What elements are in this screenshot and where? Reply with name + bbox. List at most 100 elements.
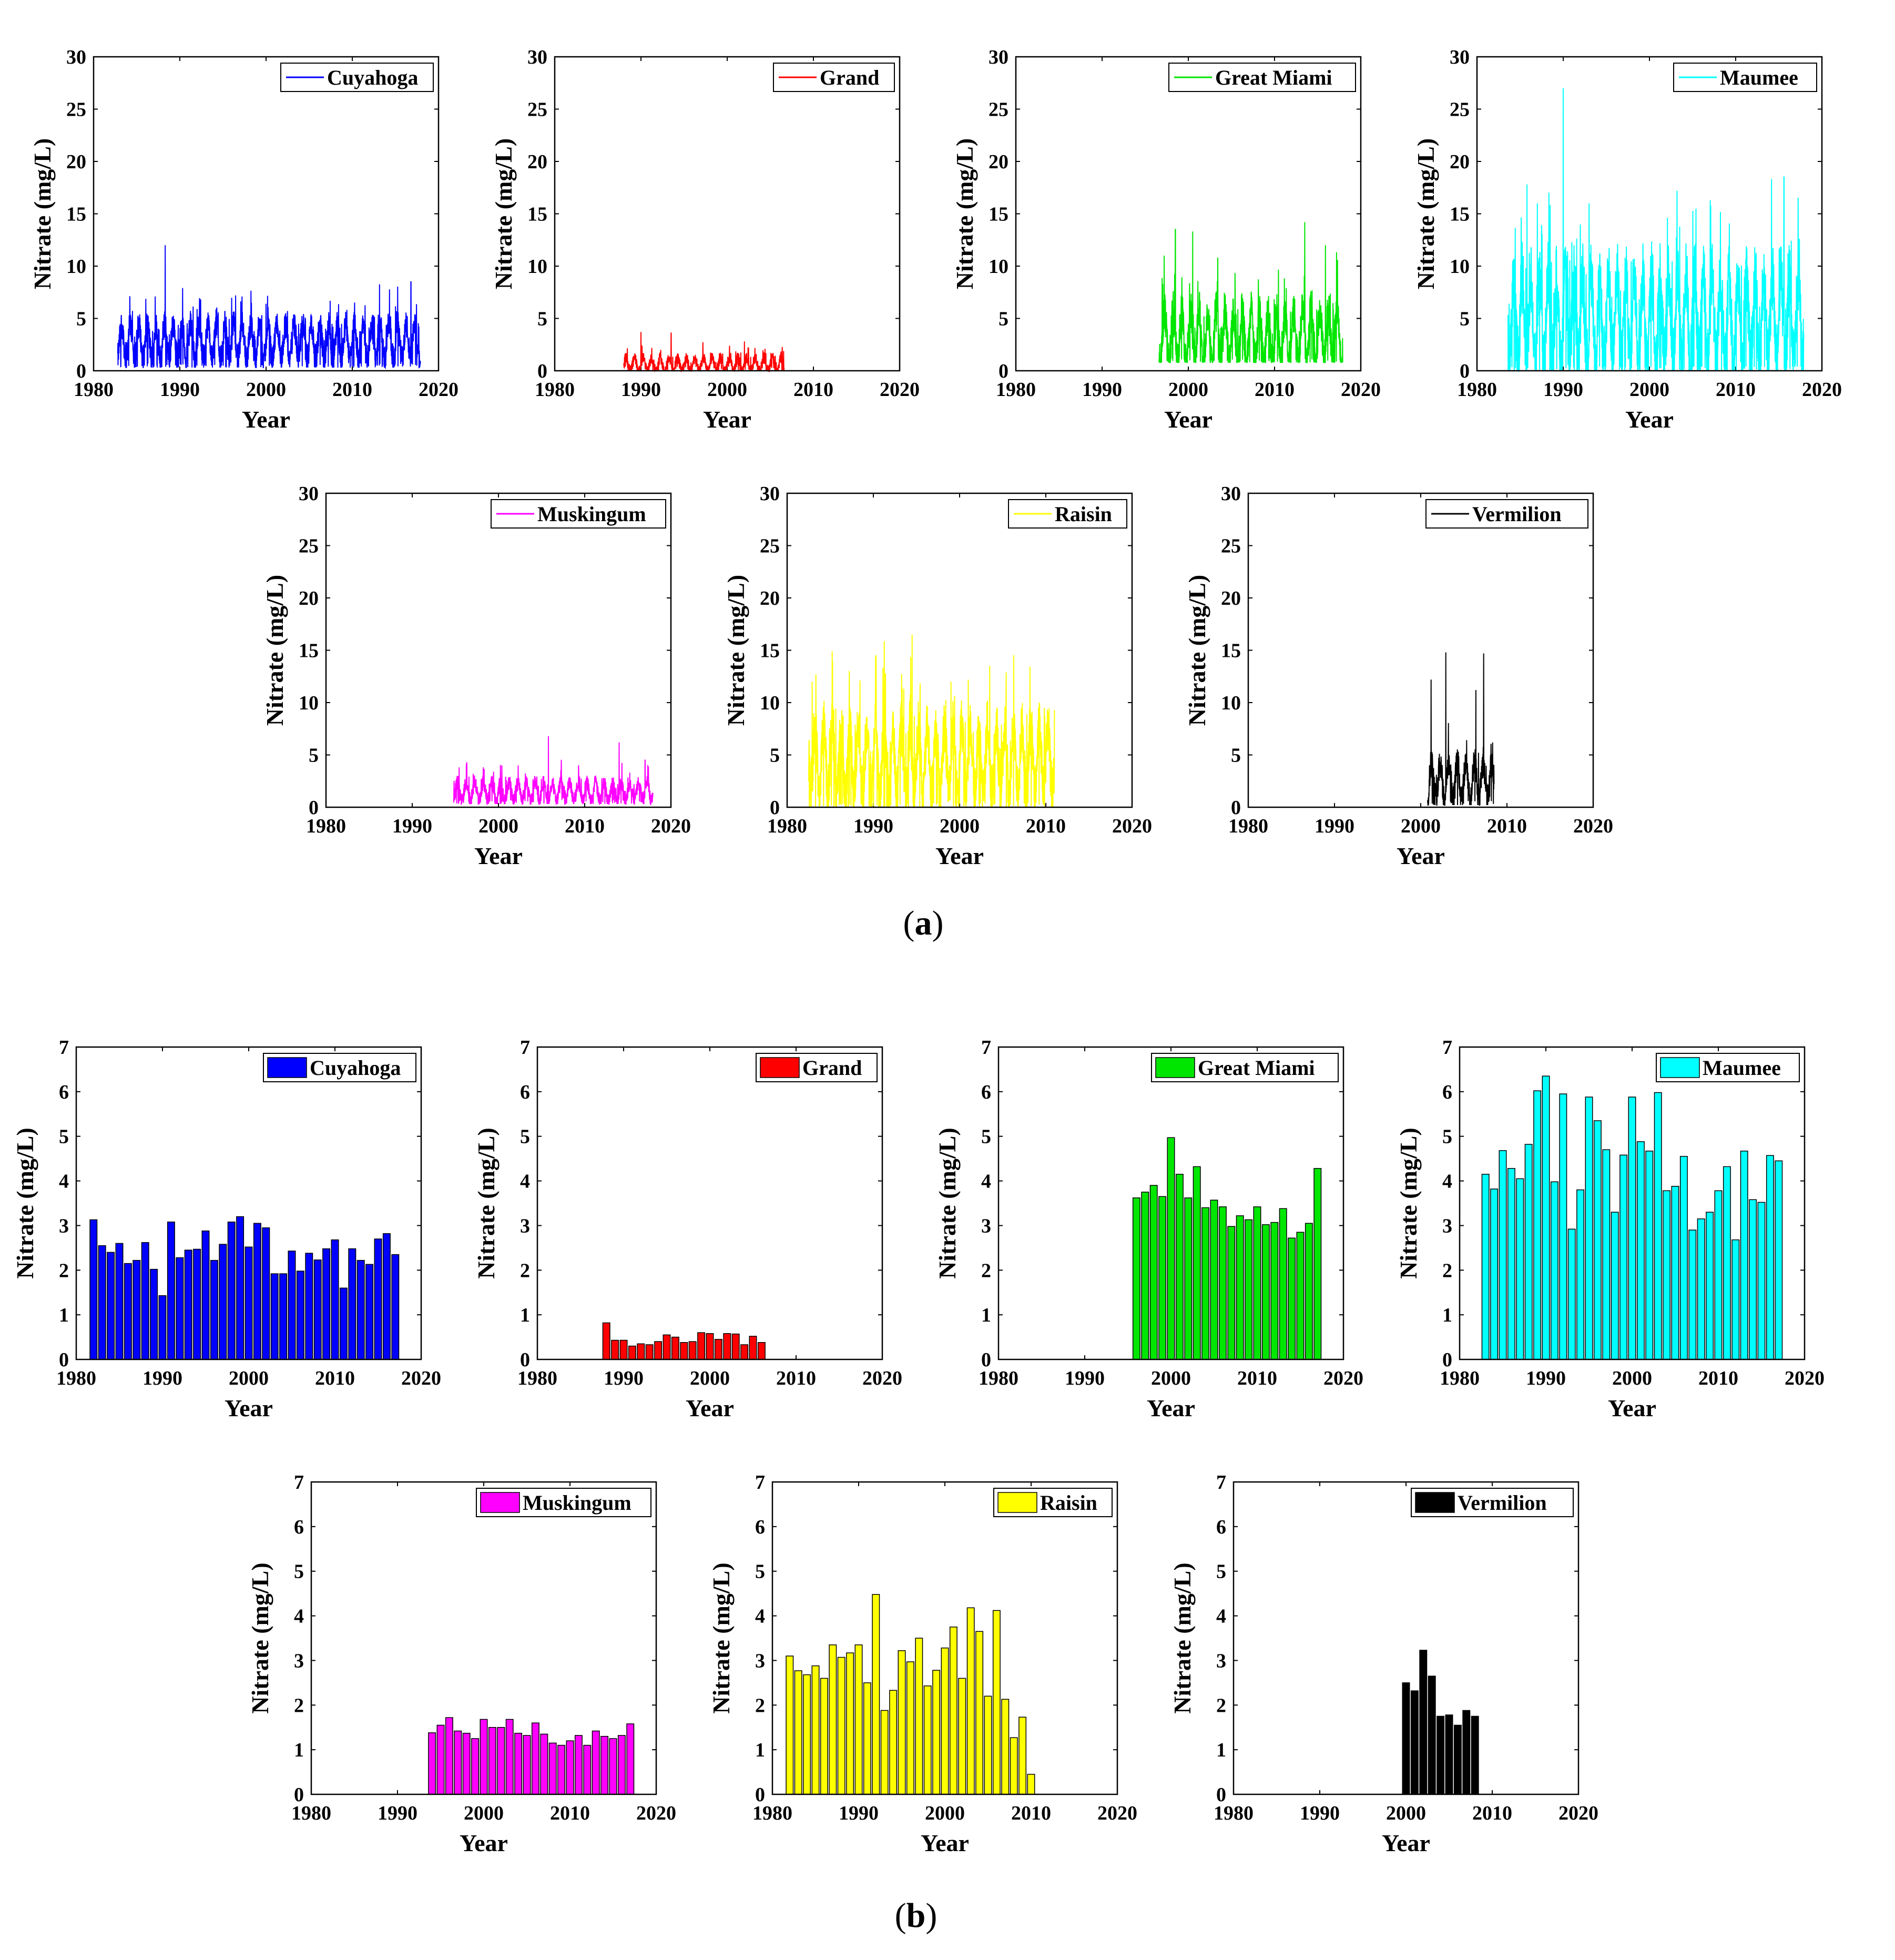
chart-a-maumee: 1980 1990 2000 2010 2020 0 5 10 15 20 25 30 Year Nitr… [1412, 46, 1842, 433]
plot-frame [554, 56, 901, 372]
plot-frame [1459, 1046, 1806, 1360]
bar-muskingum-1999 [471, 1738, 480, 1795]
bar-muskingum-2007 [540, 1733, 548, 1795]
bar-muskingum-2000 [480, 1719, 488, 1795]
y-tick-label: 0 [537, 360, 547, 382]
legend-label: Raisin [1040, 1491, 1097, 1515]
y-tick-label: 30 [989, 46, 1008, 68]
x-tick-label: 1980 [1440, 1367, 1480, 1389]
bar-raisin-1986 [820, 1678, 828, 1795]
bar-muskingum-2003 [505, 1719, 514, 1795]
y-tick-label: 25 [760, 535, 780, 557]
x-axis-label: Year [242, 406, 290, 433]
x-tick-label: 1980 [1214, 1802, 1254, 1824]
x-tick-label: 1980 [979, 1367, 1018, 1389]
bar-grand-1993 [645, 1344, 654, 1360]
bar-raisin-1989 [846, 1652, 854, 1795]
bar-raisin-1995 [898, 1650, 906, 1795]
bar-raisin-1997 [915, 1638, 923, 1795]
x-tick-label: 2010 [1487, 815, 1527, 837]
bar-cuyahoga-1987 [133, 1260, 141, 1360]
bar-maumee-2011 [1723, 1166, 1731, 1360]
y-tick-label: 7 [294, 1471, 304, 1494]
y-tick-label: 7 [520, 1037, 530, 1059]
bar-grand-1988 [602, 1322, 610, 1360]
bar-muskingum-2005 [523, 1735, 531, 1795]
bar-raisin-1984 [803, 1674, 811, 1795]
legend-label: Vermilion [1458, 1491, 1547, 1515]
bar-maumee-1993 [1567, 1228, 1576, 1360]
x-tick-label: 1980 [291, 1802, 331, 1824]
y-axis-label: Nitrate (mg/L) [722, 575, 749, 726]
bar-cuyahoga-1983 [98, 1245, 106, 1360]
legend-label: Cuyahoga [310, 1056, 401, 1080]
y-tick-label: 15 [1221, 640, 1241, 662]
bar-muskingum-1997 [454, 1730, 462, 1795]
bar-great-miami-2002 [1184, 1197, 1193, 1360]
bar-great-miami-2003 [1193, 1166, 1201, 1360]
series-line-raisin [808, 634, 1055, 808]
x-tick-label: 2000 [1629, 379, 1669, 401]
y-tick-label: 20 [760, 587, 780, 610]
chart-b-vermilion: 1980 1990 2000 2010 2020 0 1 2 3 4 5 6 7 Year Nitrate … [1169, 1471, 1598, 1856]
bar-raisin-2000 [941, 1647, 949, 1795]
bar-cuyahoga-2003 [270, 1273, 279, 1360]
series-line-muskingum [453, 736, 654, 806]
y-tick-label: 25 [1450, 99, 1470, 121]
y-tick-label: 15 [989, 204, 1008, 226]
series-line-vermilion [1427, 652, 1495, 806]
bar-great-miami-2000 [1167, 1137, 1175, 1360]
y-tick-label: 20 [1450, 151, 1470, 173]
bar-cuyahoga-1994 [193, 1248, 201, 1360]
bar-muskingum-2004 [514, 1732, 523, 1795]
bar-maumee-2006 [1679, 1156, 1688, 1360]
y-tick-label: 6 [1216, 1516, 1226, 1538]
y-tick-label: 3 [981, 1215, 991, 1237]
x-axis-label: Year [1147, 1395, 1195, 1421]
y-tick-label: 2 [294, 1694, 304, 1717]
y-axis-label: Nitrate (mg/L) [708, 1562, 735, 1713]
y-tick-label: 2 [59, 1260, 69, 1282]
x-tick-label: 2010 [1472, 1802, 1512, 1824]
series-line-maumee [1507, 88, 1805, 373]
bar-great-miami-2015 [1296, 1232, 1305, 1360]
bar-raisin-1994 [889, 1690, 898, 1795]
bar-maumee-2015 [1757, 1202, 1766, 1360]
y-tick-label: 7 [981, 1037, 991, 1059]
y-tick-label: 0 [1442, 1349, 1452, 1371]
bar-maumee-1986 [1507, 1168, 1515, 1360]
y-tick-label: 2 [1216, 1694, 1226, 1717]
bar-vermilion-2007 [1462, 1710, 1471, 1795]
bar-great-miami-2001 [1175, 1174, 1184, 1360]
x-tick-label: 2000 [940, 815, 980, 837]
bar-great-miami-2006 [1218, 1206, 1227, 1360]
bar-raisin-2003 [966, 1607, 975, 1795]
bar-cuyahoga-2010 [331, 1239, 339, 1360]
bar-maumee-1996 [1593, 1120, 1602, 1360]
bar-maumee-1987 [1516, 1178, 1524, 1360]
y-tick-label: 0 [294, 1784, 304, 1806]
x-tick-label: 1990 [392, 815, 432, 837]
bar-great-miami-2008 [1236, 1215, 1244, 1360]
y-tick-label: 3 [1216, 1650, 1226, 1672]
y-tick-label: 15 [527, 204, 547, 226]
legend-swatch [1660, 1057, 1700, 1078]
x-tick-label: 1980 [767, 815, 807, 837]
y-tick-label: 10 [1450, 256, 1470, 278]
bar-grand-1991 [628, 1345, 636, 1360]
plot-frame [771, 1481, 1118, 1795]
x-tick-label: 1990 [839, 1802, 879, 1824]
y-tick-label: 0 [1216, 1784, 1226, 1806]
bar-cuyahoga-2000 [244, 1246, 253, 1360]
legend-label: Maumee [1703, 1056, 1781, 1080]
bar-grand-1995 [663, 1334, 671, 1360]
y-tick-label: 4 [294, 1606, 304, 1628]
y-tick-label: 20 [1221, 587, 1241, 610]
y-tick-label: 0 [981, 1349, 991, 1371]
x-tick-label: 2020 [419, 379, 459, 401]
bar-raisin-1990 [854, 1644, 863, 1795]
x-tick-label: 2010 [793, 379, 833, 401]
x-tick-label: 2020 [651, 815, 691, 837]
bar-maumee-1984 [1490, 1189, 1499, 1360]
bar-raisin-1983 [794, 1670, 802, 1795]
